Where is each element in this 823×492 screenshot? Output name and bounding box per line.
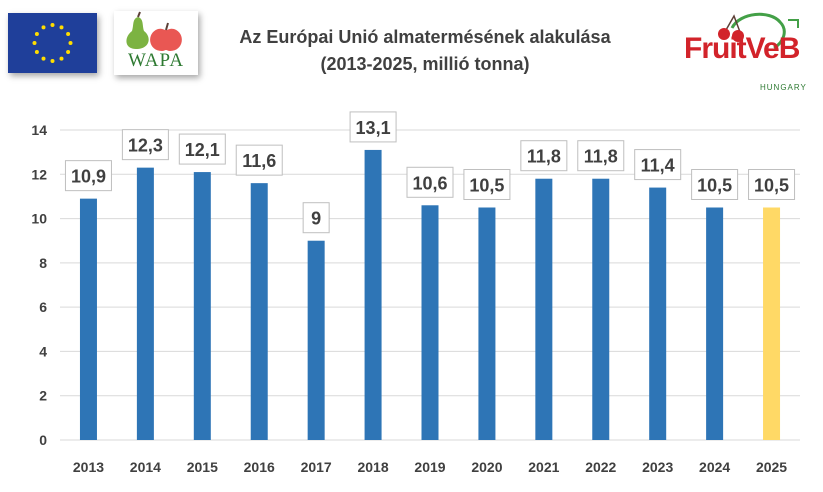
x-tick-label: 2024 bbox=[699, 459, 730, 475]
data-label-box bbox=[463, 169, 511, 200]
y-tick-label: 6 bbox=[39, 299, 47, 315]
x-tick-label: 2013 bbox=[73, 459, 104, 475]
x-tick-label: 2018 bbox=[357, 459, 388, 475]
bar-2014 bbox=[136, 167, 154, 440]
bar-2016 bbox=[250, 183, 268, 440]
bar-2023 bbox=[649, 187, 667, 440]
data-label-box bbox=[406, 166, 454, 198]
data-label: 10,5 bbox=[469, 176, 504, 196]
x-tick-label: 2016 bbox=[244, 459, 275, 475]
data-label-box bbox=[302, 202, 330, 234]
y-tick-label: 0 bbox=[39, 432, 47, 448]
fruitveb-logo: FruitVeB HUNGARY bbox=[680, 8, 815, 103]
x-tick-label: 2023 bbox=[642, 459, 673, 475]
bar-2019 bbox=[421, 205, 439, 440]
data-label-box bbox=[748, 169, 796, 200]
data-labels: 10,9 12,3 12,1 11,6 9 13,1 10,6 10,5 11,8 11,8 11,… bbox=[64, 111, 796, 234]
bar-2018 bbox=[364, 149, 382, 440]
data-label-box bbox=[691, 169, 739, 200]
data-label-box bbox=[349, 111, 397, 143]
chart-title-line2: (2013-2025, millió tonna) bbox=[320, 54, 530, 74]
y-axis-ticks: 0 2 4 6 8 10 12 14 bbox=[31, 122, 47, 448]
eu-stars-icon bbox=[32, 23, 73, 63]
fruitveb-logo-text: FruitVeB bbox=[684, 32, 800, 65]
y-tick-label: 12 bbox=[31, 166, 47, 182]
x-tick-label: 2014 bbox=[130, 459, 161, 475]
data-label: 10,6 bbox=[412, 173, 447, 193]
x-axis-ticks: 2013 2014 2015 2016 2017 2018 2019 2020 2021 2022… bbox=[73, 459, 787, 475]
y-tick-label: 4 bbox=[39, 343, 47, 359]
data-label: 12,3 bbox=[128, 136, 163, 156]
data-label-box bbox=[121, 129, 169, 161]
bar-2022 bbox=[592, 178, 610, 440]
fruitveb-logo-subtext: HUNGARY bbox=[760, 83, 807, 92]
bar-2015 bbox=[193, 172, 211, 441]
y-tick-label: 2 bbox=[39, 388, 47, 404]
pear-apple-icon bbox=[126, 11, 182, 51]
x-tick-label: 2020 bbox=[471, 459, 502, 475]
chart-title-line1: Az Európai Unió almatermésének alakulása bbox=[239, 27, 611, 47]
chart-title: Az Európai Unió almatermésének alakulása… bbox=[210, 24, 640, 78]
data-label-box bbox=[634, 149, 682, 181]
data-label: 9 bbox=[311, 209, 321, 229]
data-label-box bbox=[178, 133, 226, 165]
bar-2024 bbox=[706, 207, 724, 440]
bar-2017 bbox=[307, 240, 325, 440]
data-label: 11,6 bbox=[242, 151, 276, 171]
bar-2025 bbox=[763, 207, 781, 440]
data-label-box bbox=[577, 140, 625, 172]
x-tick-label: 2015 bbox=[187, 459, 218, 475]
x-tick-label: 2025 bbox=[756, 459, 787, 475]
x-tick-label: 2017 bbox=[301, 459, 332, 475]
data-label-box bbox=[64, 160, 112, 192]
data-label: 11,8 bbox=[584, 147, 618, 167]
y-tick-label: 14 bbox=[31, 122, 47, 138]
cherry-icon bbox=[718, 12, 799, 50]
data-label: 10,9 bbox=[71, 167, 106, 187]
x-tick-label: 2022 bbox=[585, 459, 616, 475]
data-label: 11,4 bbox=[641, 156, 675, 176]
data-label-box bbox=[235, 144, 283, 176]
x-tick-label: 2021 bbox=[528, 459, 559, 475]
wapa-logo: WAPA bbox=[114, 11, 198, 75]
bar-2020 bbox=[478, 207, 496, 440]
y-tick-label: 8 bbox=[39, 255, 47, 271]
data-label-box bbox=[520, 140, 568, 172]
eu-flag-logo bbox=[8, 13, 97, 73]
bar-2013 bbox=[79, 198, 97, 440]
bars bbox=[79, 149, 781, 441]
data-label: 11,8 bbox=[527, 147, 561, 167]
data-label: 10,5 bbox=[754, 176, 789, 196]
y-tick-label: 10 bbox=[31, 211, 47, 227]
data-label: 12,1 bbox=[185, 140, 220, 160]
x-tick-label: 2019 bbox=[414, 459, 445, 475]
data-label: 13,1 bbox=[356, 118, 391, 138]
bar-2021 bbox=[535, 178, 553, 440]
data-label: 10,5 bbox=[697, 176, 732, 196]
wapa-logo-text: WAPA bbox=[127, 50, 185, 71]
